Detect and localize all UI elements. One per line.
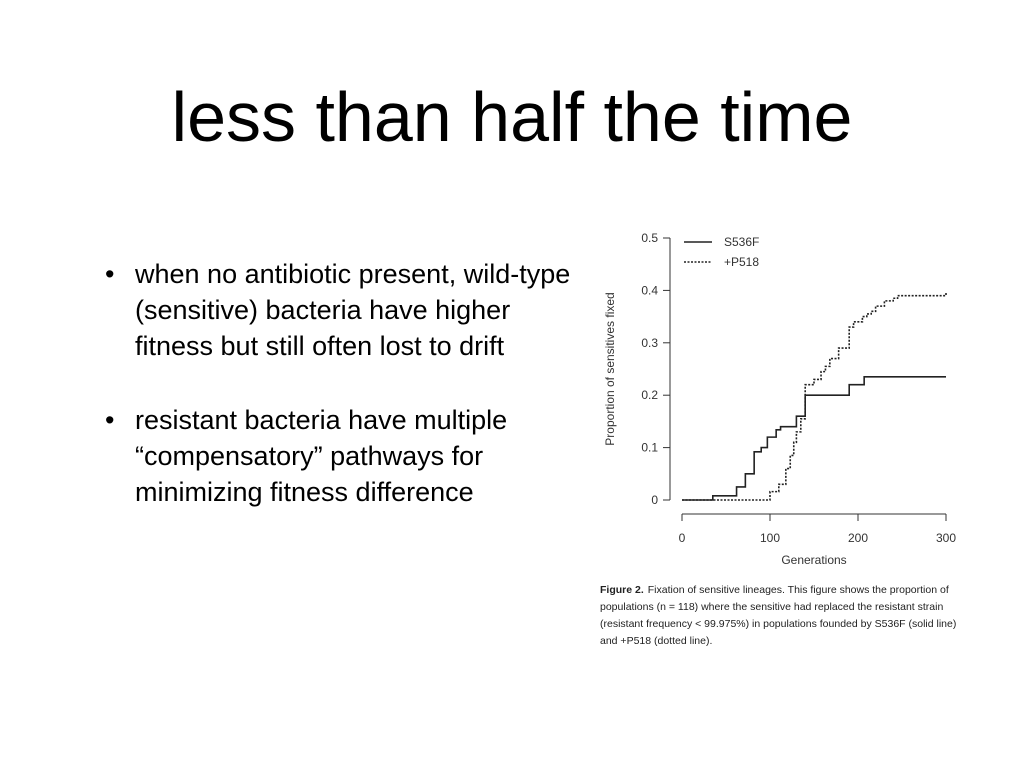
legend-label: S536F <box>724 235 759 249</box>
bullet-dot: • <box>105 259 115 289</box>
series-line <box>682 293 947 501</box>
y-tick-label: 0.5 <box>641 231 658 245</box>
x-tick-label: 0 <box>679 531 686 545</box>
bullet-dot: • <box>105 405 115 435</box>
bullet-item: • when no antibiotic present, wild-type … <box>103 256 578 364</box>
y-tick-label: 0.4 <box>641 283 658 297</box>
bullet-text: resistant bacteria have multiple “compen… <box>135 405 508 507</box>
x-tick-label: 300 <box>936 531 956 545</box>
figure-label: Figure 2. <box>600 584 644 596</box>
y-axis-label: Proportion of sensitives fixed <box>603 292 617 445</box>
figure-caption-text: Fixation of sensitive lineages. This fig… <box>600 584 957 647</box>
y-tick-label: 0 <box>651 493 658 507</box>
figure-caption: Figure 2. Fixation of sensitive lineages.… <box>600 582 970 650</box>
bullet-text: when no antibiotic present, wild-type (s… <box>135 259 571 361</box>
series-line <box>682 376 946 501</box>
x-axis-label: Generations <box>781 553 846 567</box>
fixation-chart: 0 0.1 0.2 0.3 0.4 0.5 0 100 200 300 Generations Pro… <box>603 231 956 567</box>
bullet-item: • resistant bacteria have multiple “comp… <box>103 402 578 510</box>
bullet-list: • when no antibiotic present, wild-type … <box>103 256 578 548</box>
legend-label: +P518 <box>724 255 759 269</box>
x-tick-label: 200 <box>848 531 868 545</box>
y-tick-label: 0.3 <box>641 336 658 350</box>
y-tick-label: 0.1 <box>641 441 658 455</box>
y-tick-label: 0.2 <box>641 388 658 402</box>
slide-title: less than half the time <box>171 78 853 156</box>
x-tick-label: 100 <box>760 531 780 545</box>
